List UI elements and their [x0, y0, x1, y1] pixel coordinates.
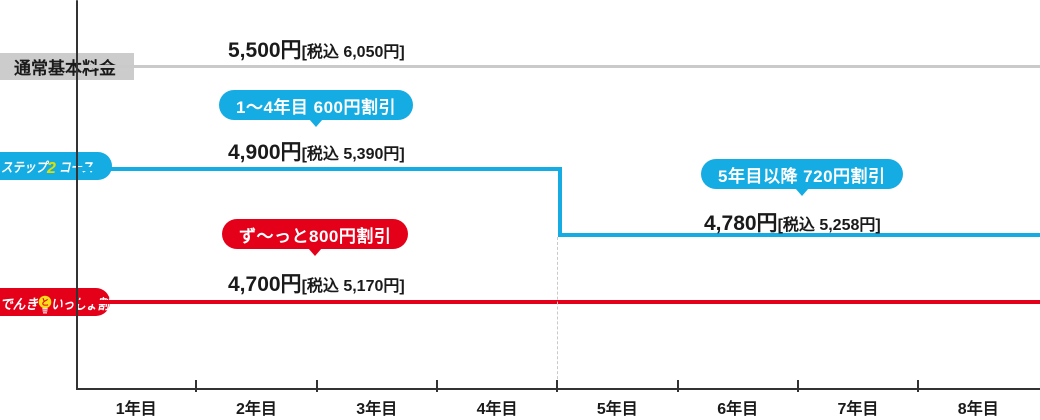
svg-text:いっしょ割: いっしょ割 — [51, 296, 111, 312]
svg-text:と: と — [41, 297, 50, 307]
svg-text:ステップ: ステップ — [1, 160, 50, 175]
svg-text:でんき: でんき — [0, 296, 39, 312]
svg-text:2: 2 — [46, 160, 56, 177]
